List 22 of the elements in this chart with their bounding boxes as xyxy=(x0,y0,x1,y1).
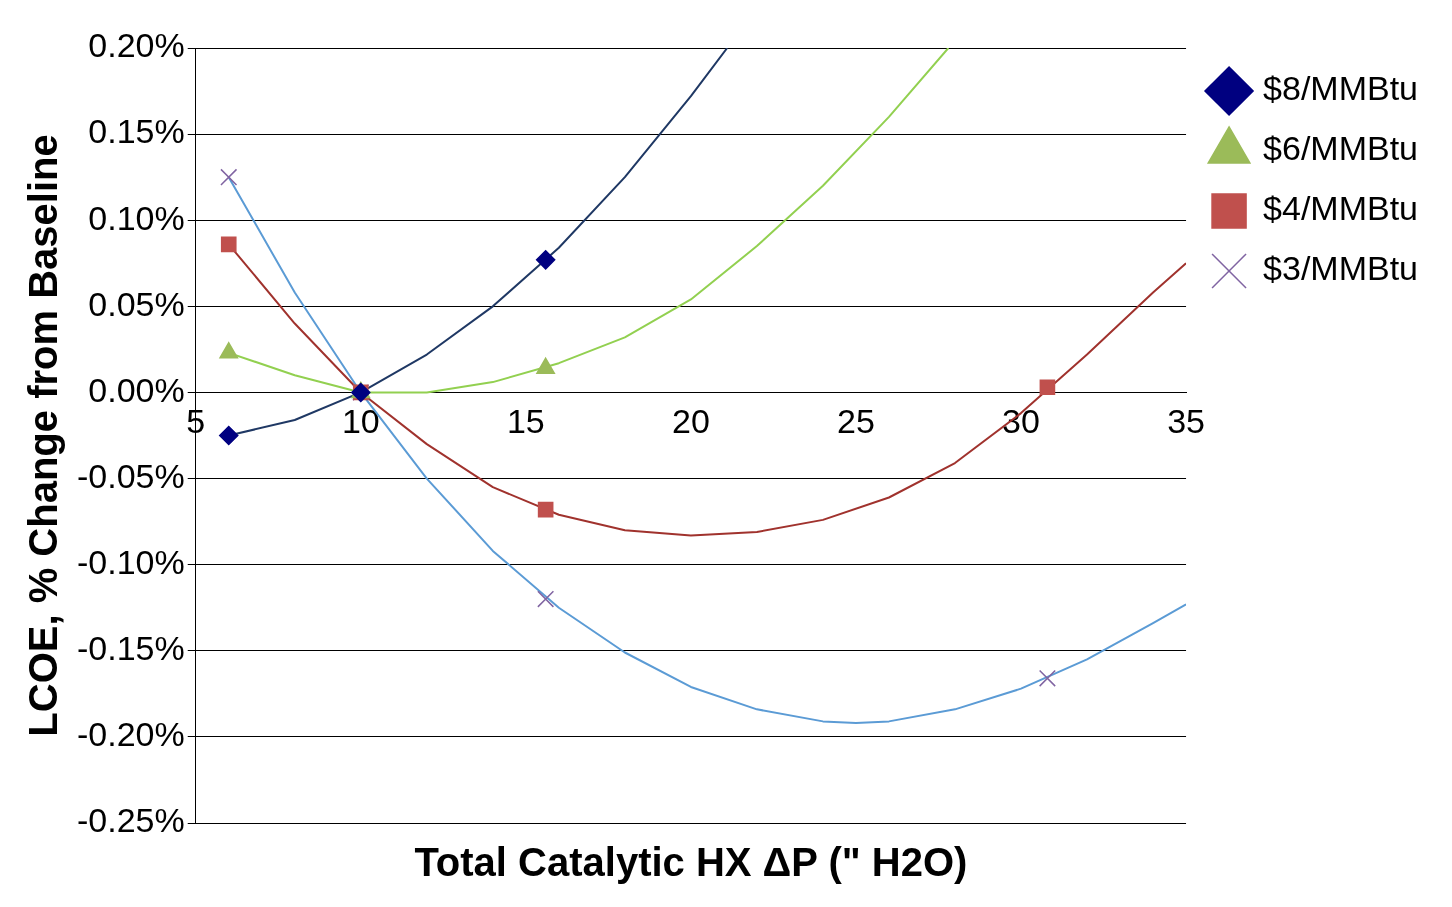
x-tick-label: 25 xyxy=(837,402,875,441)
y-tick-label: 0.10% xyxy=(88,198,185,237)
x-tick-label: 10 xyxy=(341,402,380,441)
legend-label: $8/MMBtu xyxy=(1263,69,1419,108)
legend-label: $4/MMBtu xyxy=(1263,189,1419,228)
y-tick-label: -0.20% xyxy=(76,715,185,754)
legend-label: $6/MMBtu xyxy=(1263,129,1419,168)
y-tick-label: -0.25% xyxy=(76,801,185,840)
y-tick-label: 0.05% xyxy=(88,284,185,323)
x-tick-label: 15 xyxy=(506,402,545,441)
y-axis-title: LCOE, % Change from Baseline xyxy=(21,134,66,737)
x-tick-label: 20 xyxy=(671,402,710,441)
x-tick-label: 35 xyxy=(1167,402,1205,441)
x-axis-title: Total Catalytic HX ΔP (" H2O) xyxy=(414,840,968,885)
y-tick-label: -0.05% xyxy=(76,456,185,495)
y-tick-label: 0.00% xyxy=(88,370,185,409)
x-tick-label: 30 xyxy=(1002,402,1040,441)
y-tick-label: -0.10% xyxy=(76,543,185,582)
y-tick-label: 0.15% xyxy=(88,112,185,151)
legend-label: $3/MMBtu xyxy=(1263,249,1419,288)
y-tick-label: 0.20% xyxy=(88,26,185,65)
y-tick-label: -0.15% xyxy=(76,629,185,668)
